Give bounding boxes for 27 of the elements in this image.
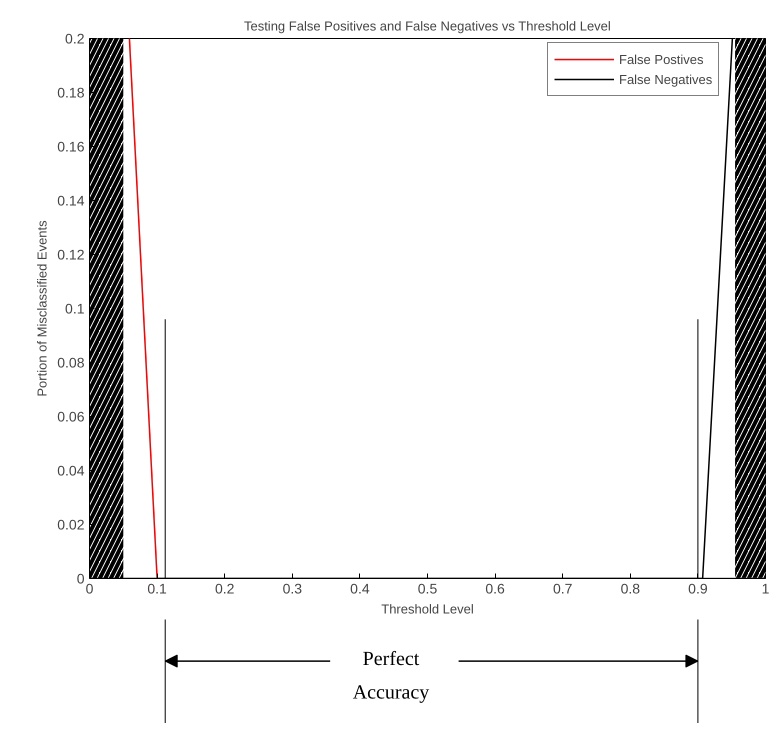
x-tick-label: 0.8: [620, 580, 640, 596]
y-tick-label: 0.04: [57, 462, 85, 478]
y-tick-label: 0.06: [57, 408, 85, 424]
x-tick-label: 0.9: [688, 580, 708, 596]
y-tick-label: 0.14: [57, 192, 85, 208]
x-tick-label: 0.2: [214, 580, 235, 596]
x-axis-title: Threshold Level: [381, 602, 474, 616]
y-tick-label: 0.12: [57, 246, 85, 262]
x-tick-label: 0.5: [418, 580, 438, 596]
y-axis-title: Portion of Misclassified Events: [34, 220, 50, 397]
x-tick-label: 0.3: [282, 580, 302, 596]
y-tick-label: 0: [76, 570, 85, 586]
legend-label: False Negatives: [619, 72, 712, 86]
y-tick-label: 0.08: [57, 354, 85, 370]
y-tick-label: 0.16: [57, 138, 85, 154]
legend-label: False Postives: [619, 52, 704, 66]
x-tick-label: 0.6: [485, 580, 506, 596]
x-tick-label: 1: [762, 580, 770, 596]
y-tick-label: 0.18: [57, 84, 85, 100]
y-tick-label: 0.2: [65, 30, 85, 46]
x-tick-label: 0.1: [147, 580, 168, 596]
y-tick-label: 0.1: [65, 300, 85, 316]
chart-title: Testing False Positives and False Negatives vs Threshold Level: [244, 18, 611, 34]
x-tick-label: 0.7: [552, 580, 573, 596]
x-tick-label: 0.4: [350, 580, 370, 596]
y-tick-label: 0.02: [57, 516, 85, 532]
text: Perfect Accuracy: [352, 648, 430, 704]
